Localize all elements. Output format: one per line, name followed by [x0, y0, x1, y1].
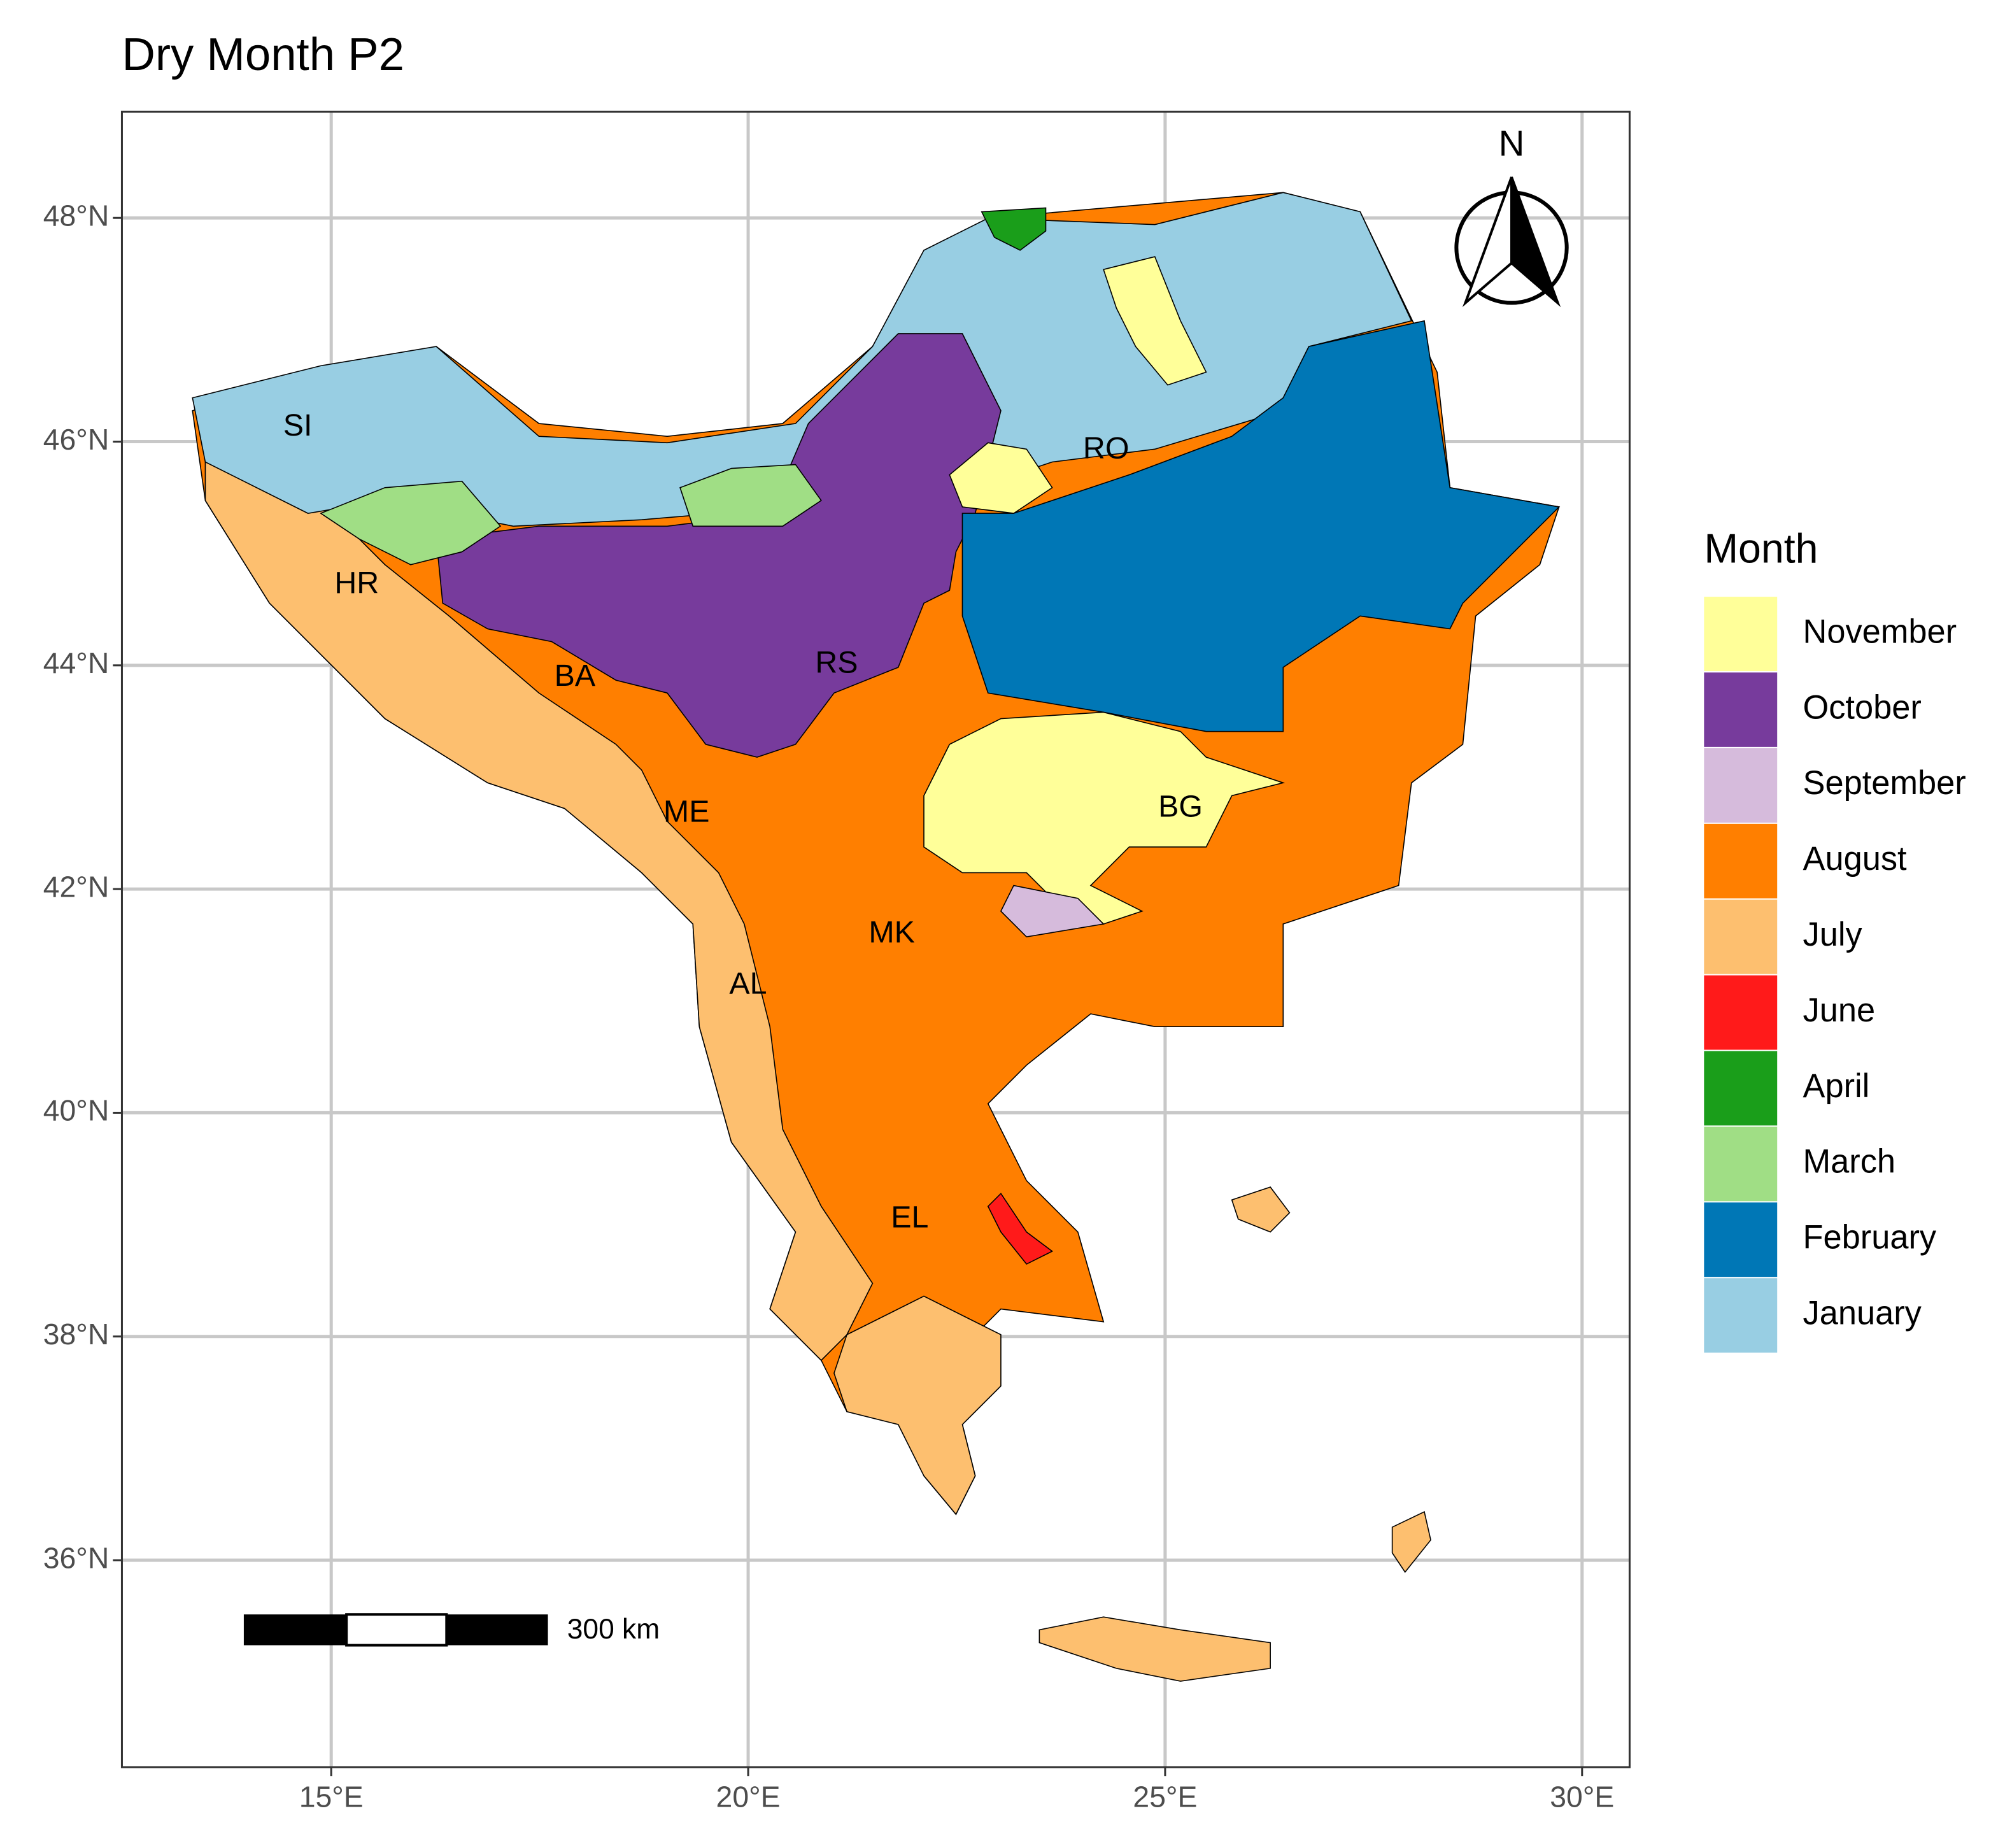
- legend-swatch: [1704, 1202, 1778, 1277]
- country-label: BA: [555, 658, 596, 693]
- legend-swatch: [1704, 975, 1778, 1050]
- y-tick-label: 42°N: [43, 870, 110, 903]
- legend-label: September: [1803, 765, 1966, 802]
- y-tick-label: 36°N: [43, 1541, 110, 1574]
- north-label: N: [1499, 124, 1525, 164]
- legend-label: June: [1803, 992, 1876, 1029]
- map-region: [1103, 256, 1207, 386]
- scale-bar-label: 300 km: [567, 1614, 660, 1645]
- map-region: [833, 1295, 1002, 1516]
- legend-label: January: [1803, 1295, 1922, 1332]
- country-label: HR: [334, 566, 379, 601]
- country-label: ME: [663, 794, 710, 828]
- x-tick-label: 25°E: [1133, 1780, 1197, 1814]
- y-tick-label: 40°N: [43, 1094, 110, 1127]
- map-region: [987, 1192, 1054, 1265]
- plot-border: [120, 110, 1631, 1768]
- x-tick-label: 20°E: [716, 1780, 781, 1814]
- map-region: [1391, 1510, 1431, 1574]
- chart-title: Dry Month P2: [122, 29, 404, 80]
- legend-swatch: [1704, 823, 1778, 899]
- scale-bar: [345, 1613, 448, 1647]
- scale-bar: [243, 1614, 347, 1645]
- legend-label: October: [1803, 689, 1922, 726]
- country-label: RO: [1083, 431, 1130, 466]
- country-label: AL: [729, 967, 767, 1001]
- legend-label: August: [1803, 841, 1908, 878]
- legend-label: November: [1803, 613, 1957, 650]
- map-region: [679, 464, 822, 527]
- country-label: RS: [815, 646, 858, 680]
- legend-swatch: [1704, 748, 1778, 823]
- map-region: [1000, 885, 1105, 938]
- north-arrow: [1510, 176, 1561, 308]
- map-region: [981, 207, 1047, 251]
- x-tick-label: 30°E: [1550, 1780, 1614, 1814]
- y-tick-label: 46°N: [43, 423, 110, 456]
- country-label: EL: [891, 1200, 928, 1234]
- legend-label: July: [1803, 916, 1863, 953]
- legend-label: March: [1803, 1144, 1896, 1181]
- legend-swatch: [1704, 1051, 1778, 1126]
- y-tick-label: 48°N: [43, 199, 110, 232]
- map-region: [436, 333, 1002, 758]
- country-label: SI: [283, 408, 313, 443]
- legend-label: April: [1803, 1068, 1870, 1105]
- legend-swatch: [1704, 672, 1778, 747]
- legend-label: February: [1803, 1219, 1937, 1256]
- legend-swatch: [1704, 899, 1778, 974]
- map-region: [1038, 1616, 1271, 1682]
- map-region: [320, 480, 502, 565]
- legend-swatch: [1704, 597, 1778, 671]
- map-region: [1231, 1186, 1291, 1233]
- x-tick-label: 15°E: [299, 1780, 364, 1814]
- legend-swatch: [1704, 1127, 1778, 1202]
- legend-title: Month: [1704, 526, 1818, 572]
- map-region: [961, 320, 1561, 732]
- country-label: BG: [1158, 789, 1203, 823]
- map-region: [949, 442, 1053, 514]
- y-tick-label: 38°N: [43, 1318, 110, 1351]
- map-region: [923, 711, 1286, 925]
- legend-swatch: [1704, 1278, 1778, 1353]
- y-tick-label: 44°N: [43, 646, 110, 679]
- country-label: MK: [868, 915, 915, 949]
- scale-bar: [446, 1614, 548, 1645]
